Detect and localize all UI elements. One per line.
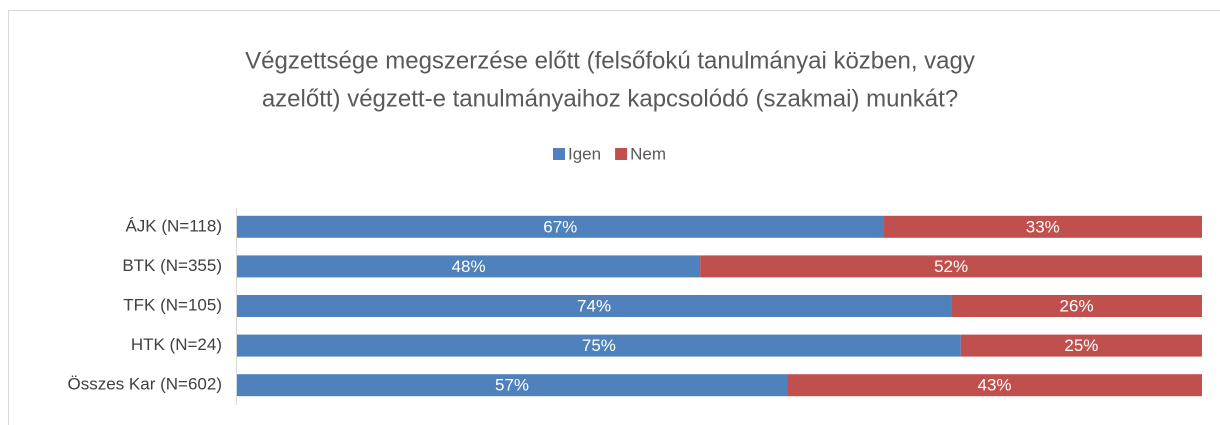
data-label: 75% bbox=[582, 336, 616, 355]
legend-swatch bbox=[553, 148, 565, 160]
bar-segment bbox=[237, 295, 952, 317]
y-tick-label: BTK (N=355) bbox=[122, 256, 222, 275]
data-label: 33% bbox=[1026, 217, 1060, 236]
bar-segment bbox=[883, 215, 1202, 238]
data-label: 43% bbox=[978, 376, 1012, 395]
bar-segment bbox=[237, 334, 961, 357]
legend-label: Igen bbox=[568, 144, 601, 163]
data-label: 67% bbox=[543, 217, 577, 236]
data-label: 57% bbox=[495, 376, 529, 395]
y-tick-label: ÁJK (N=118) bbox=[125, 216, 222, 235]
chart-title: Végzettsége megszerzése előtt (felsőfokú… bbox=[245, 47, 975, 74]
data-label: 52% bbox=[934, 257, 968, 276]
y-tick-label: Összes Kar (N=602) bbox=[68, 375, 222, 394]
bar-segment bbox=[237, 255, 701, 278]
bar-segment bbox=[237, 215, 884, 238]
data-label: 25% bbox=[1064, 336, 1098, 355]
y-tick-label: TFK (N=105) bbox=[123, 295, 222, 314]
bar-segment bbox=[700, 255, 1202, 278]
data-label: 74% bbox=[577, 296, 611, 315]
bar-segment bbox=[787, 374, 1202, 397]
bar-segment bbox=[960, 334, 1202, 357]
chart-frame bbox=[8, 10, 1220, 425]
bar-segment bbox=[951, 295, 1202, 317]
data-label: 48% bbox=[452, 257, 486, 276]
chart-title: azelőtt) végzett-e tanulmányaihoz kapcso… bbox=[262, 85, 958, 112]
legend-swatch bbox=[615, 148, 628, 160]
data-label: 26% bbox=[1060, 296, 1094, 315]
bar-segment bbox=[237, 374, 788, 397]
y-tick-label: HTK (N=24) bbox=[131, 335, 222, 354]
legend-label: Nem bbox=[630, 144, 666, 163]
